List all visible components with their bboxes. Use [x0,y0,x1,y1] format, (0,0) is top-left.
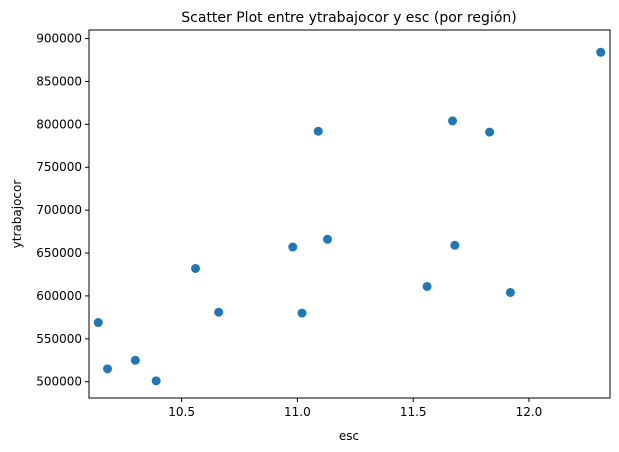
x-tick-label: 11.5 [400,405,427,419]
plot-area: 10.5 11.0 11.5 12.0 500000 550000 600000 65000… [36,29,611,419]
y-tick-label: 500000 [36,375,82,389]
y-tick-label: 750000 [36,160,82,174]
y-axis: 500000 550000 600000 650000 700000 750000 8000… [36,32,89,389]
scatter-point [448,116,458,126]
scatter-point [450,240,460,250]
x-axis-label: esc [339,429,359,443]
x-tick-label: 10.5 [168,405,195,419]
scatter-point [505,287,515,297]
scatter-point [323,234,333,244]
x-tick-label: 12.0 [516,405,543,419]
scatter-point [130,355,140,365]
scatter-point [596,47,606,57]
scatter-point [422,281,432,291]
y-axis-label: ytrabajocor [10,180,24,249]
scatter-point [288,242,298,252]
y-tick-label: 700000 [36,203,82,217]
y-tick-label: 650000 [36,246,82,260]
scatter-point [93,318,103,328]
data-points [93,47,606,386]
x-axis: 10.5 11.0 11.5 12.0 [168,398,542,419]
y-tick-label: 900000 [36,32,82,46]
y-tick-label: 850000 [36,74,82,88]
scatter-point [297,308,307,318]
scatter-point [191,263,201,273]
scatter-point [313,126,323,136]
y-tick-label: 800000 [36,117,82,131]
y-tick-label: 600000 [36,289,82,303]
scatter-point [214,307,224,317]
scatter-point [103,364,113,374]
axes-frame [88,29,611,399]
scatter-point [485,127,495,137]
chart-title: Scatter Plot entre ytrabajocor y esc (po… [181,10,516,26]
scatter-point [151,376,161,386]
y-tick-label: 550000 [36,332,82,346]
x-tick-label: 11.0 [284,405,311,419]
